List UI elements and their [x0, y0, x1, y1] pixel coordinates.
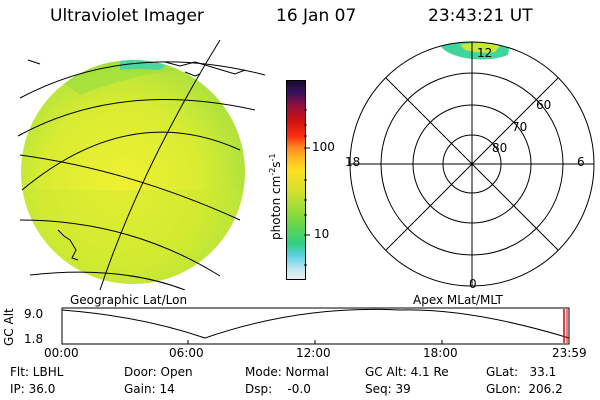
mlat-label-60: 60 — [536, 98, 552, 112]
mlt-label-0: 0 — [469, 277, 477, 291]
timeline-tick-2: 12:00 — [296, 346, 331, 360]
timeline-y-top: 9.0 — [24, 307, 44, 321]
altitude-timeline — [61, 307, 570, 345]
status-dsp: Dsp: -0.0 — [245, 382, 311, 396]
status-ip: IP: 36.0 — [10, 382, 56, 396]
apex-label: Apex MLat/MLT — [413, 293, 503, 307]
earth-disk-image — [17, 40, 266, 290]
coastline — [27, 59, 246, 261]
status-glon: GLon: 206.2 — [486, 382, 563, 396]
observation-date: 16 Jan 07 — [276, 6, 357, 26]
timeline-tick-1: 06:00 — [169, 346, 204, 360]
mlt-label-12: 12 — [477, 46, 493, 60]
colorbar-tick-10: 10 — [314, 227, 330, 241]
mlt-label-6: 6 — [577, 155, 585, 169]
status-door: Door: Open — [124, 365, 193, 379]
status-gain: Gain: 14 — [124, 382, 175, 396]
instrument-title: Ultraviolet Imager — [50, 6, 204, 26]
mlat-label-80: 80 — [492, 141, 508, 155]
geographic-label: Geographic Lat/Lon — [70, 293, 188, 307]
polar-grid — [349, 41, 595, 287]
status-mode: Mode: Normal — [245, 365, 329, 379]
timeline-tick-3: 18:00 — [423, 346, 458, 360]
status-glat: GLat: 33.1 — [486, 365, 557, 379]
altitude-curve — [61, 308, 570, 339]
intensity-colorbar — [286, 80, 306, 280]
mlt-label-18: 18 — [345, 155, 361, 169]
status-gc-alt: GC Alt: 4.1 Re — [365, 365, 449, 379]
status-seq: Seq: 39 — [365, 382, 411, 396]
polar-plot — [349, 41, 595, 287]
observation-time: 23:43:21 UT — [428, 6, 533, 26]
earth-disk — [21, 60, 245, 284]
timeline-tick-0: 00:00 — [44, 346, 79, 360]
timeline-y-bottom: 1.8 — [24, 332, 44, 346]
colorbar-ticks — [304, 109, 310, 266]
timeline-tick-4: 23:59 — [552, 346, 587, 360]
timeline-y-label: GC Alt — [2, 308, 16, 346]
colorbar-unit-label: photon cm-2s-1 — [268, 153, 283, 240]
geographic-grid — [17, 40, 266, 290]
status-flt: Flt: LBHL — [10, 365, 64, 379]
mlat-label-70: 70 — [512, 120, 528, 134]
colorbar-tick-100: 100 — [312, 140, 335, 154]
